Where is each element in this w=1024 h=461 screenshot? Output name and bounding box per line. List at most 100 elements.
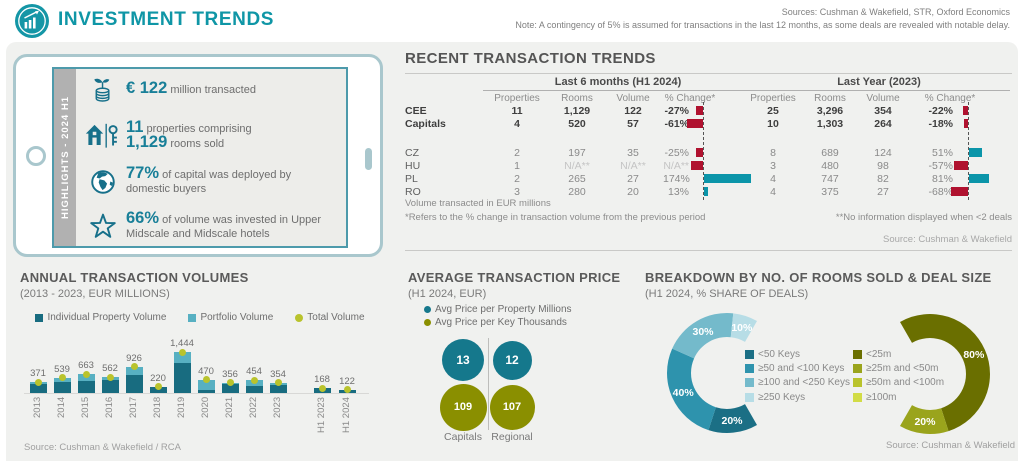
stacked-bar	[125, 366, 143, 393]
cell: 4	[514, 117, 520, 130]
cell: 57	[627, 117, 639, 130]
column-header: Rooms	[561, 93, 593, 104]
page-title: INVESTMENT TRENDS	[58, 9, 275, 30]
pct-change-bar	[969, 148, 982, 157]
price-subtitle: (H1 2024, EUR)	[408, 288, 487, 300]
bar-value-label: 220	[150, 372, 166, 384]
legend-swatch	[853, 378, 862, 388]
portfolio-segment	[173, 352, 191, 364]
table-row: Capitals 4 520 57 -61% 10 1,303 264 -18%	[405, 117, 1012, 130]
donut-percent-label: 20%	[914, 416, 936, 428]
row-label: RO	[405, 185, 421, 198]
pct-change-bar	[686, 119, 703, 128]
cell: 3	[770, 159, 776, 172]
row-label: CZ	[405, 146, 419, 159]
column-header: Properties	[494, 93, 540, 104]
x-axis-label: 2020	[200, 397, 211, 419]
total-dot	[274, 379, 282, 387]
avg-price-section: AVERAGE TRANSACTION PRICE (H1 2024, EUR)…	[408, 270, 638, 460]
pct-change-bar	[962, 106, 968, 115]
cell: 35	[627, 146, 639, 159]
title-divider	[405, 73, 1012, 74]
cell: 520	[568, 117, 586, 130]
cell: 124	[874, 146, 892, 159]
pct-change-bar	[695, 106, 703, 115]
cell: -18%	[928, 117, 953, 130]
cell: 13%	[667, 185, 689, 198]
donut-segment	[708, 404, 757, 433]
price-group-label: Regional	[491, 431, 533, 443]
highlight-volume-text: € 122 million transacted	[126, 79, 256, 98]
cell: 1	[514, 159, 520, 172]
pct-change-bar	[696, 148, 703, 157]
table-row: CZ 2 197 35 -25% 8 689 124 51%	[405, 146, 1012, 159]
x-axis-label: 2019	[176, 397, 187, 419]
cell: 25	[767, 104, 779, 117]
key-price-circle: 107	[489, 384, 535, 430]
cell: -27%	[664, 104, 689, 117]
bar-value-label: 168	[314, 374, 330, 386]
star-icon	[80, 212, 126, 242]
cell: 10	[767, 117, 779, 130]
price-group-label: Capitals	[444, 431, 482, 443]
legend-swatch	[745, 392, 754, 402]
transactions-rows: CEE 11 1,129 122 -27% 25 3,296 354 -22% Capitals 4…	[405, 104, 1012, 198]
bar-value-label: 926	[126, 352, 142, 364]
pct-change-bar	[953, 161, 968, 170]
column-header: % Change*	[664, 93, 716, 104]
group-header-2023: Last Year (2023)	[748, 76, 1010, 91]
legend-item: Avg Price per Key Thousands	[424, 317, 572, 328]
cell: 354	[874, 104, 892, 117]
row-label: CEE	[405, 104, 427, 117]
cell: 8	[770, 146, 776, 159]
cell: -25%	[664, 146, 689, 159]
annual-title: ANNUAL TRANSACTION VOLUMES	[20, 270, 249, 285]
cell: N/A**	[564, 159, 590, 172]
cell: 480	[821, 159, 839, 172]
highlight-properties-text: 11 properties comprising 1,129 rooms sol…	[126, 117, 252, 152]
bar-value-label: 562	[102, 363, 118, 375]
breakdown-subtitle: (H1 2024, % SHARE OF DEALS)	[645, 288, 809, 300]
cell: 122	[624, 104, 642, 117]
legend-swatch	[853, 392, 862, 402]
pct-change-bar	[704, 187, 708, 196]
highlights-screen: HIGHLIGHTS - 2024 H1	[52, 67, 348, 248]
legend-swatch	[745, 378, 754, 388]
legend-label: <50 Keys	[758, 349, 800, 360]
stacked-bar	[197, 379, 215, 393]
sources-text: Sources: Cushman & Wakefield, STR, Oxfor…	[781, 7, 1010, 17]
column-header: Rooms	[814, 93, 846, 104]
pct-change-bar	[951, 187, 968, 196]
highlight-segment-text: 66% of volume was invested in Upper Mids…	[126, 209, 322, 240]
legend-item: ≥25m and <50m	[853, 363, 944, 374]
legend-swatch	[424, 319, 431, 326]
breakdown-source: Source: Cushman & Wakefield	[885, 440, 1015, 451]
total-dot	[178, 348, 186, 356]
donut-segment	[900, 405, 949, 434]
legend-swatch	[35, 313, 44, 322]
legend-swatch	[745, 350, 754, 359]
donut-segment	[730, 313, 757, 342]
x-axis-label: 2021	[224, 397, 235, 419]
cell: -68%	[928, 185, 953, 198]
annual-plot: 371 2013 539 2014 663 2015 562 2016 926 2017 220 20…	[20, 270, 398, 460]
stacked-bar	[173, 352, 191, 393]
column-header: Volume	[616, 93, 650, 104]
individual-segment	[197, 389, 215, 393]
legend-swatch	[424, 306, 431, 313]
donut-percent-label: 40%	[673, 387, 695, 399]
legend-swatch	[853, 350, 862, 359]
legend-label: ≥50 and <100 Keys	[758, 363, 845, 375]
individual-segment	[53, 381, 71, 393]
highlights-list: € 122 million transacted	[76, 69, 346, 246]
legend-swatch	[853, 364, 862, 374]
dealsize-legend: <25m ≥25m and <50m ≥50m and <100m ≥100m	[853, 349, 944, 406]
cell: 689	[821, 146, 839, 159]
x-axis-label: 2016	[104, 397, 115, 419]
bar-value-label: 122	[339, 375, 355, 387]
x-axis-label: 2022	[248, 397, 259, 419]
cell: 264	[874, 117, 892, 130]
sources-note: Sources: Cushman & Wakefield, STR, Oxfor…	[515, 6, 1010, 32]
individual-segment	[269, 384, 287, 393]
bar-value-label: 1,444	[170, 338, 194, 349]
